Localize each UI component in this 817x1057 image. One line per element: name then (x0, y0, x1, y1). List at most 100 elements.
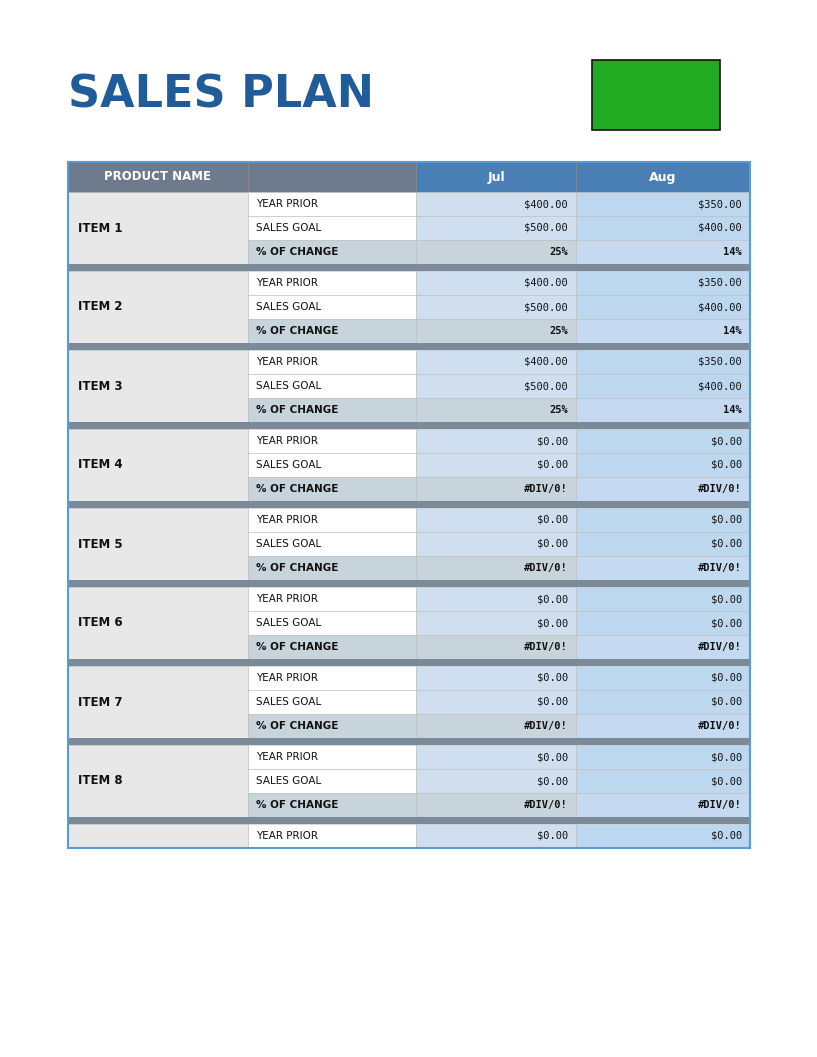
FancyBboxPatch shape (416, 793, 576, 817)
FancyBboxPatch shape (576, 271, 750, 295)
FancyBboxPatch shape (576, 374, 750, 398)
FancyBboxPatch shape (248, 713, 416, 738)
FancyBboxPatch shape (68, 580, 750, 587)
FancyBboxPatch shape (416, 587, 576, 611)
Text: % OF CHANGE: % OF CHANGE (256, 405, 338, 415)
FancyBboxPatch shape (416, 666, 576, 690)
FancyBboxPatch shape (248, 162, 416, 192)
FancyBboxPatch shape (416, 769, 576, 793)
FancyBboxPatch shape (576, 398, 750, 422)
FancyBboxPatch shape (592, 60, 720, 130)
Text: PRODUCT NAME: PRODUCT NAME (105, 170, 212, 184)
Text: $400.00: $400.00 (525, 357, 568, 367)
Text: YEAR PRIOR: YEAR PRIOR (256, 357, 318, 367)
Text: $400.00: $400.00 (525, 199, 568, 209)
Text: ITEM 7: ITEM 7 (78, 696, 123, 708)
Text: #DIV/0!: #DIV/0! (525, 563, 568, 573)
FancyBboxPatch shape (576, 556, 750, 580)
Text: $0.00: $0.00 (711, 594, 742, 604)
Text: $350.00: $350.00 (699, 278, 742, 288)
Text: YEAR PRIOR: YEAR PRIOR (256, 199, 318, 209)
FancyBboxPatch shape (416, 453, 576, 477)
FancyBboxPatch shape (248, 271, 416, 295)
Text: $0.00: $0.00 (537, 594, 568, 604)
Text: SALES PLAN: SALES PLAN (68, 74, 374, 116)
FancyBboxPatch shape (576, 793, 750, 817)
Text: YEAR PRIOR: YEAR PRIOR (256, 278, 318, 288)
Text: 25%: 25% (549, 247, 568, 257)
FancyBboxPatch shape (248, 453, 416, 477)
Text: ITEM 5: ITEM 5 (78, 538, 123, 551)
FancyBboxPatch shape (248, 793, 416, 817)
FancyBboxPatch shape (576, 319, 750, 344)
FancyBboxPatch shape (416, 477, 576, 501)
FancyBboxPatch shape (576, 824, 750, 848)
FancyBboxPatch shape (416, 556, 576, 580)
FancyBboxPatch shape (416, 271, 576, 295)
FancyBboxPatch shape (248, 769, 416, 793)
Text: $400.00: $400.00 (699, 381, 742, 391)
FancyBboxPatch shape (416, 240, 576, 264)
Text: $0.00: $0.00 (537, 618, 568, 628)
Text: YEAR PRIOR: YEAR PRIOR (256, 594, 318, 604)
Text: #DIV/0!: #DIV/0! (699, 484, 742, 494)
Text: $0.00: $0.00 (711, 831, 742, 841)
FancyBboxPatch shape (416, 429, 576, 453)
Text: $0.00: $0.00 (537, 460, 568, 470)
Text: $400.00: $400.00 (525, 278, 568, 288)
Text: ITEM 8: ITEM 8 (78, 775, 123, 787)
FancyBboxPatch shape (416, 216, 576, 240)
Text: $0.00: $0.00 (537, 776, 568, 786)
FancyBboxPatch shape (68, 587, 248, 659)
Text: $0.00: $0.00 (711, 673, 742, 683)
FancyBboxPatch shape (248, 635, 416, 659)
Text: % OF CHANGE: % OF CHANGE (256, 326, 338, 336)
Text: Jul: Jul (487, 170, 505, 184)
Text: Aug: Aug (650, 170, 676, 184)
Text: ITEM 1: ITEM 1 (78, 222, 123, 235)
FancyBboxPatch shape (68, 501, 750, 508)
FancyBboxPatch shape (576, 690, 750, 713)
Text: SALES GOAL: SALES GOAL (256, 460, 321, 470)
Text: % OF CHANGE: % OF CHANGE (256, 800, 338, 810)
FancyBboxPatch shape (416, 745, 576, 769)
FancyBboxPatch shape (416, 713, 576, 738)
FancyBboxPatch shape (248, 690, 416, 713)
Text: SALES GOAL: SALES GOAL (256, 697, 321, 707)
Text: #DIV/0!: #DIV/0! (525, 484, 568, 494)
Text: % OF CHANGE: % OF CHANGE (256, 247, 338, 257)
Text: SALES GOAL: SALES GOAL (256, 539, 321, 549)
FancyBboxPatch shape (68, 264, 750, 271)
FancyBboxPatch shape (248, 666, 416, 690)
FancyBboxPatch shape (576, 192, 750, 216)
Text: $0.00: $0.00 (711, 618, 742, 628)
Text: $400.00: $400.00 (699, 223, 742, 233)
FancyBboxPatch shape (576, 240, 750, 264)
FancyBboxPatch shape (68, 666, 248, 738)
FancyBboxPatch shape (416, 192, 576, 216)
FancyBboxPatch shape (416, 635, 576, 659)
Text: $0.00: $0.00 (537, 435, 568, 446)
Text: $0.00: $0.00 (537, 697, 568, 707)
Text: ITEM 6: ITEM 6 (78, 616, 123, 630)
FancyBboxPatch shape (68, 817, 750, 824)
Text: $0.00: $0.00 (537, 752, 568, 762)
Text: $350.00: $350.00 (699, 199, 742, 209)
Text: 25%: 25% (549, 326, 568, 336)
Text: YEAR PRIOR: YEAR PRIOR (256, 752, 318, 762)
Text: $500.00: $500.00 (525, 223, 568, 233)
FancyBboxPatch shape (576, 453, 750, 477)
Text: $0.00: $0.00 (711, 697, 742, 707)
Text: SALES GOAL: SALES GOAL (256, 618, 321, 628)
FancyBboxPatch shape (416, 690, 576, 713)
Text: $0.00: $0.00 (537, 831, 568, 841)
FancyBboxPatch shape (576, 162, 750, 192)
FancyBboxPatch shape (416, 508, 576, 532)
Text: $0.00: $0.00 (711, 539, 742, 549)
FancyBboxPatch shape (576, 216, 750, 240)
Text: YEAR PRIOR: YEAR PRIOR (256, 435, 318, 446)
FancyBboxPatch shape (576, 635, 750, 659)
FancyBboxPatch shape (248, 824, 416, 848)
Text: ITEM 4: ITEM 4 (78, 459, 123, 471)
Text: ITEM 3: ITEM 3 (78, 379, 123, 392)
